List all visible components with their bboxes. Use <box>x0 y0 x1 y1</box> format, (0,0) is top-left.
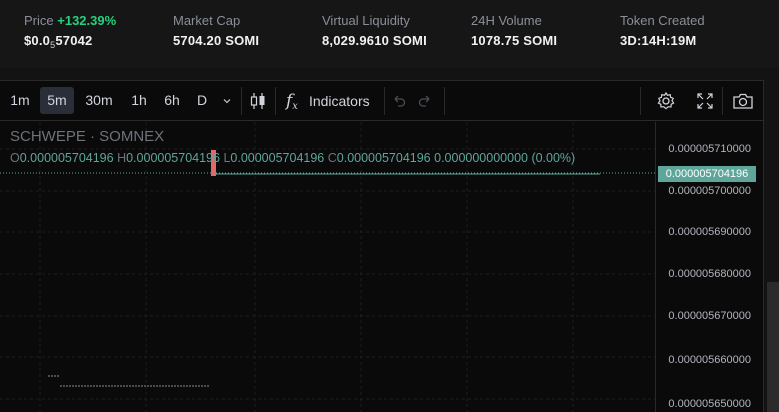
market-cap-stat: Market Cap 5704.20 SOMI <box>173 13 259 48</box>
close-label: C <box>327 151 337 165</box>
created-label: Token Created <box>620 13 705 28</box>
indicators-button[interactable]: fx Indicators <box>282 87 382 115</box>
low-value: 0.000005704196 <box>230 151 325 165</box>
interval-6h[interactable]: 6h <box>164 92 180 108</box>
change-value: 0.000000000000 (0.00%) <box>434 151 576 165</box>
token-stats-bar: Price +132.39% $0.0557042 Market Cap 570… <box>0 0 779 68</box>
undo-icon[interactable] <box>388 87 410 115</box>
price-series <box>48 150 600 387</box>
interval-1m[interactable]: 1m <box>10 92 30 108</box>
open-label: O <box>10 151 20 165</box>
liquidity-stat: Virtual Liquidity 8,029.9610 SOMI <box>322 13 427 48</box>
price-tick: 0.000005690000 <box>668 226 751 238</box>
toolbar-divider <box>241 87 242 115</box>
chart-toolbar: 1m 5m 30m 1h 6h D fx Indicators <box>0 81 763 121</box>
chart-plot-area[interactable]: SCHWEPE · SOMNEX O0.000005704196 H0.0000… <box>0 122 655 412</box>
chart-symbol-title: SCHWEPE · SOMNEX <box>10 128 165 145</box>
price-tick: 0.000005700000 <box>668 185 751 197</box>
toolbar-divider <box>640 87 641 115</box>
price-tick: 0.000005710000 <box>668 143 751 155</box>
chart-widget: 1m 5m 30m 1h 6h D fx Indicators <box>0 80 764 412</box>
indicators-label: Indicators <box>308 93 370 109</box>
candle-mark <box>211 150 216 176</box>
candlestick-icon[interactable] <box>244 87 272 115</box>
price-tick: 0.000005670000 <box>668 310 751 322</box>
price-change: +132.39% <box>57 13 117 28</box>
gear-icon[interactable] <box>653 87 679 115</box>
toolbar-divider <box>384 87 385 115</box>
price-value: $0.0557042 <box>24 33 93 50</box>
open-value: 0.000005704196 <box>19 151 114 165</box>
volume-value: 1078.75 SOMI <box>471 33 558 48</box>
interval-5m[interactable]: 5m <box>40 87 74 114</box>
created-stat: Token Created 3D:14H:19M <box>620 13 705 48</box>
price-stat: Price +132.39% $0.0557042 <box>24 13 116 50</box>
page-scrollbar[interactable] <box>767 282 779 412</box>
toolbar-divider <box>444 87 445 115</box>
high-value: 0.000005704196 <box>126 151 220 165</box>
fullscreen-icon[interactable] <box>692 87 718 115</box>
chart-grid <box>0 122 655 412</box>
close-value: 0.000005704196 <box>336 151 431 165</box>
volume-label: 24H Volume <box>471 13 542 28</box>
interval-1h[interactable]: 1h <box>131 92 147 108</box>
market-cap-value: 5704.20 SOMI <box>173 33 260 48</box>
liquidity-value: 8,029.9610 SOMI <box>322 33 427 48</box>
high-label: H <box>117 151 127 165</box>
interval-d[interactable]: D <box>196 92 208 108</box>
chevron-down-icon[interactable] <box>216 87 238 115</box>
redo-icon[interactable] <box>414 87 436 115</box>
liquidity-label: Virtual Liquidity <box>322 13 410 28</box>
current-price-tag: 0.000005704196 <box>658 166 756 182</box>
ohlc-legend: O0.000005704196 H0.000005704196 L0.00000… <box>10 151 575 165</box>
camera-icon[interactable] <box>730 87 756 115</box>
price-label: Price +132.39% <box>24 13 117 28</box>
toolbar-divider <box>722 87 723 115</box>
fx-icon: fx <box>286 90 298 112</box>
price-tick: 0.000005660000 <box>668 354 751 366</box>
interval-30m[interactable]: 30m <box>85 92 113 108</box>
toolbar-divider <box>275 87 276 115</box>
price-axis[interactable]: 0.000005710000 0.000005700000 0.00000569… <box>655 122 763 412</box>
volume-stat: 24H Volume 1078.75 SOMI <box>471 13 557 48</box>
price-tick: 0.000005680000 <box>668 268 751 280</box>
market-cap-label: Market Cap <box>173 13 241 28</box>
price-zero-count: 5 <box>50 40 56 50</box>
price-tick: 0.000005650000 <box>668 398 751 410</box>
created-value: 3D:14H:19M <box>620 33 697 48</box>
low-label: L <box>223 151 231 165</box>
